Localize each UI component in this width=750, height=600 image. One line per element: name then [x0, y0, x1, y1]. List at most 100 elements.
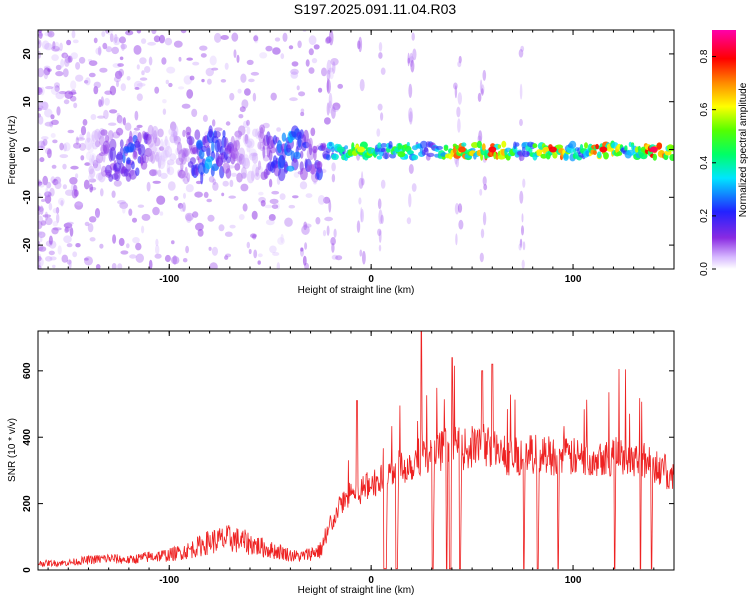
band-cell — [200, 171, 204, 185]
band-cell — [380, 143, 388, 148]
band-cell — [257, 131, 262, 138]
noise-cell — [221, 192, 225, 197]
noise-cell — [159, 146, 165, 151]
noise-cell — [59, 142, 64, 151]
noise-cell — [111, 46, 119, 55]
band-cell — [160, 150, 168, 162]
band-cell — [250, 170, 255, 182]
noise-cell — [38, 67, 45, 78]
noise-cell — [212, 178, 216, 185]
band-cell — [278, 168, 286, 182]
noise-cell — [133, 45, 142, 55]
noise-cell — [42, 138, 48, 146]
band-cell — [196, 140, 203, 149]
feature-peak — [336, 146, 345, 153]
noise-cell — [117, 63, 124, 67]
noise-cell — [51, 119, 59, 126]
band-cell — [423, 147, 429, 156]
noise-cell — [166, 66, 176, 74]
noise-cell — [98, 46, 102, 56]
feature-peak — [488, 146, 497, 153]
band-cell — [166, 167, 171, 175]
noise-cell — [70, 80, 77, 90]
band-cell — [162, 150, 170, 159]
band-cell — [169, 153, 177, 161]
noise-cell — [280, 233, 284, 244]
noise-cell — [75, 136, 79, 145]
streak-cell — [331, 162, 336, 172]
noise-cell — [205, 67, 214, 77]
noise-cell — [38, 30, 42, 34]
noise-cell — [39, 236, 43, 243]
noise-cell — [84, 257, 89, 261]
noise-cell — [70, 165, 79, 170]
noise-cell — [45, 255, 53, 262]
noise-cell — [212, 119, 216, 127]
streak-cell — [409, 111, 413, 125]
noise-cell — [67, 55, 73, 63]
noise-cell — [185, 184, 194, 193]
noise-cell — [71, 30, 76, 39]
noise-cell — [38, 246, 47, 252]
noise-cell — [38, 181, 43, 186]
streak-cell — [326, 78, 329, 92]
noise-cell — [182, 258, 188, 263]
band-cell — [259, 127, 264, 139]
noise-cell — [259, 52, 268, 59]
band-cell — [313, 148, 317, 161]
streak-cell — [411, 183, 417, 192]
band-cell — [95, 172, 104, 181]
feature-peak — [548, 146, 557, 153]
noise-cell — [322, 229, 327, 237]
noise-cell — [44, 194, 52, 204]
noise-cell — [111, 263, 117, 269]
band-cell — [96, 153, 104, 164]
spectrogram-ylabel: Frequency (Hz) — [7, 116, 18, 185]
noise-cell — [164, 254, 171, 263]
band-cell — [188, 136, 193, 151]
noise-cell — [308, 67, 315, 74]
colorbar-tick-label: 0.2 — [699, 209, 710, 223]
noise-cell — [44, 121, 54, 127]
band-cell — [471, 142, 479, 148]
noise-cell — [63, 222, 73, 229]
band-cell — [109, 146, 117, 161]
band-cell — [321, 144, 327, 152]
noise-cell — [207, 214, 215, 222]
band-cell — [156, 151, 163, 165]
noise-cell — [38, 253, 42, 260]
noise-cell — [42, 214, 52, 218]
band-cell — [663, 154, 669, 160]
band-cell — [91, 154, 95, 164]
streak-cell — [481, 84, 485, 95]
band-cell — [157, 157, 162, 169]
noise-cell — [325, 37, 331, 44]
noise-cell — [38, 255, 42, 262]
band-cell — [194, 129, 201, 140]
noise-cell — [38, 231, 44, 238]
streak-cell — [457, 61, 462, 68]
band-cell — [249, 140, 253, 147]
noise-cell — [70, 183, 76, 192]
noise-cell — [274, 37, 281, 42]
noise-cell — [66, 259, 72, 265]
noise-cell — [233, 49, 237, 58]
band-cell — [93, 160, 97, 169]
noise-cell — [134, 86, 140, 90]
streak-cell — [331, 173, 336, 183]
streak-cell — [410, 59, 415, 73]
streak-cell — [482, 176, 487, 186]
noise-cell — [181, 103, 191, 109]
noise-cell — [85, 77, 91, 86]
band-cell — [162, 139, 170, 152]
band-cell — [310, 127, 316, 137]
band-cell — [306, 164, 311, 172]
streak-cell — [356, 220, 361, 233]
noise-cell — [164, 37, 173, 46]
noise-cell — [276, 127, 281, 132]
x-tick-label: 0 — [368, 274, 374, 285]
noise-cell — [38, 145, 44, 149]
band-cell — [281, 132, 287, 142]
band-cell — [248, 152, 257, 161]
noise-cell — [194, 191, 203, 198]
